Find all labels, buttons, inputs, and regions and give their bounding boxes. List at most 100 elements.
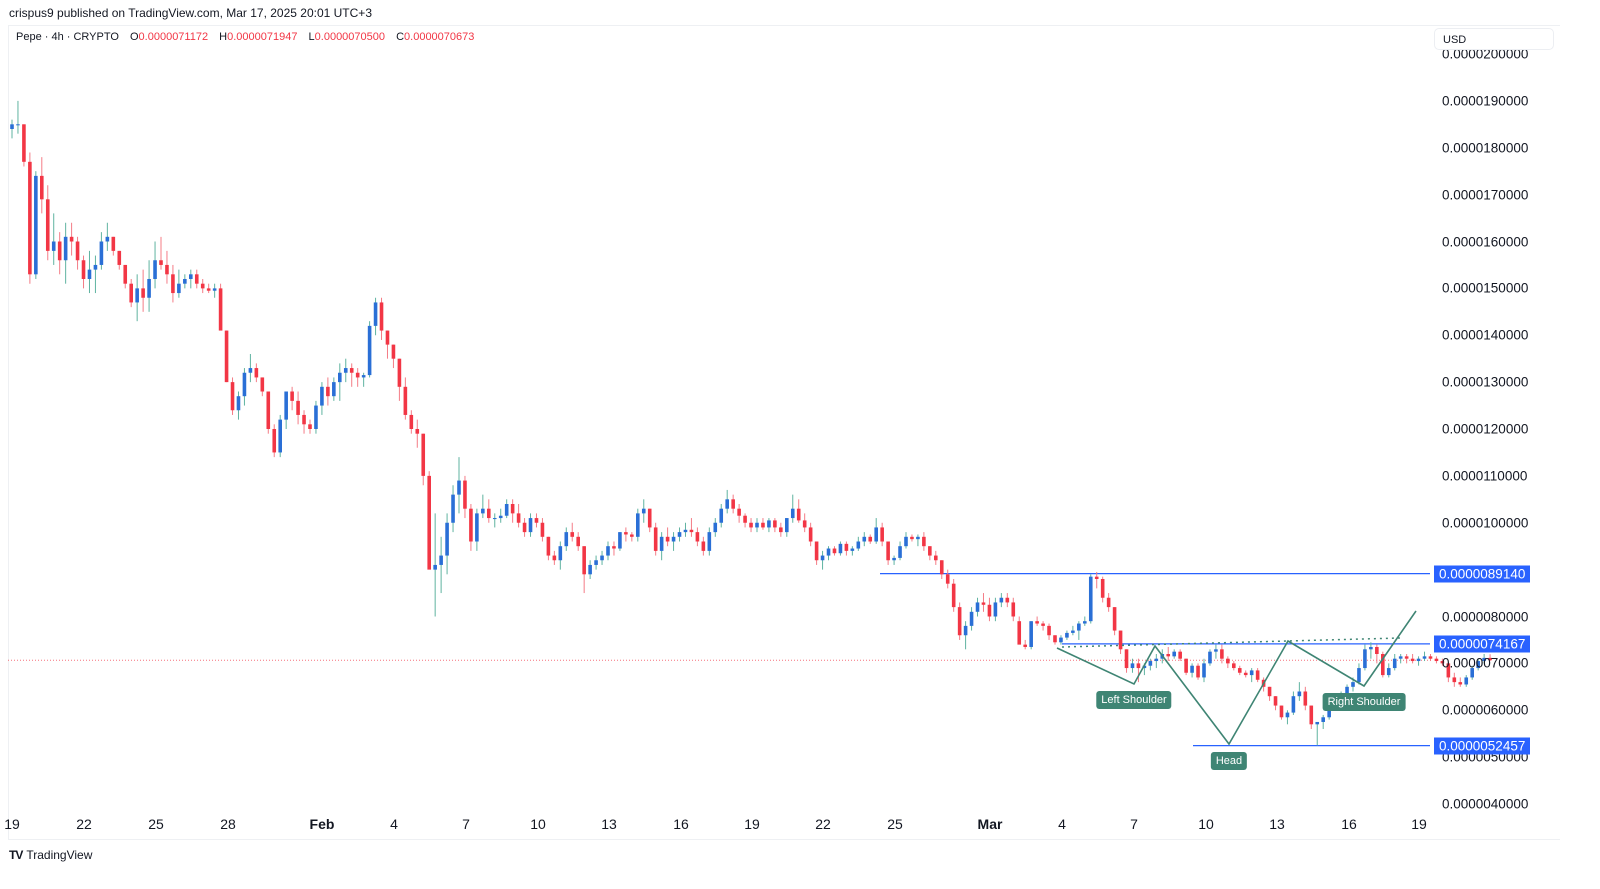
chart-frame[interactable] bbox=[8, 25, 1560, 840]
candle-body bbox=[135, 288, 139, 303]
candle-body bbox=[898, 546, 902, 558]
candle-body bbox=[850, 548, 855, 551]
candle-body bbox=[379, 302, 384, 331]
candle-body bbox=[1357, 668, 1361, 683]
candle-body bbox=[457, 480, 461, 495]
candle-body bbox=[576, 536, 580, 547]
candle-body bbox=[445, 522, 449, 556]
candle-body bbox=[814, 541, 819, 561]
candle-body bbox=[713, 522, 718, 533]
candle-body bbox=[1381, 654, 1385, 676]
candle-body bbox=[171, 274, 175, 294]
candle-body bbox=[1428, 656, 1433, 659]
candle-body bbox=[773, 520, 777, 528]
resistance-price-label: 0.0000089140 bbox=[1434, 565, 1531, 583]
low-value: 0.0000070500 bbox=[314, 31, 386, 43]
candle-body bbox=[81, 260, 86, 279]
price-tick: 0.0000200000 bbox=[1442, 46, 1529, 62]
candle-body bbox=[981, 602, 986, 605]
candle-body bbox=[57, 241, 62, 261]
candle-body bbox=[397, 358, 402, 387]
candle-body bbox=[510, 504, 515, 514]
candle-body bbox=[969, 611, 974, 626]
candle-body bbox=[1005, 597, 1010, 603]
candle-body bbox=[141, 288, 145, 298]
candle-body bbox=[1208, 651, 1212, 664]
candle-body bbox=[1041, 623, 1045, 626]
candle-body bbox=[1476, 661, 1480, 669]
candle-body bbox=[1065, 632, 1069, 638]
time-tick: 19 bbox=[1411, 816, 1427, 832]
candle-body bbox=[504, 504, 509, 516]
time-tick: 28 bbox=[220, 816, 236, 832]
time-tick: 25 bbox=[148, 816, 164, 832]
time-axis[interactable]: 19 22 25 28 Feb 4 7 10 13 16 19 22 25 Mar 4 7 10 13 16 19 bbox=[0, 812, 1430, 836]
candle-body bbox=[886, 541, 890, 561]
candle-body bbox=[951, 583, 956, 608]
candle-body bbox=[767, 520, 771, 528]
candle-body bbox=[391, 344, 396, 359]
candle-body bbox=[332, 382, 336, 397]
candle-body bbox=[481, 508, 485, 514]
candle-body bbox=[34, 175, 38, 275]
candle-body bbox=[1488, 657, 1492, 661]
tradingview-logo-icon: TV bbox=[9, 848, 23, 862]
candle-body bbox=[892, 557, 896, 561]
neckline-price-label: 0.0000074167 bbox=[1434, 635, 1531, 653]
open-key: O bbox=[129, 31, 139, 43]
candle-body bbox=[636, 513, 640, 537]
candle-body bbox=[10, 124, 14, 129]
time-tick: 16 bbox=[673, 816, 689, 832]
candle-body bbox=[1327, 707, 1331, 718]
candle-body bbox=[69, 236, 74, 242]
price-axis[interactable]: 0.0000200000 0.0000190000 0.0000180000 0.00… bbox=[1430, 25, 1560, 840]
price-tick: 0.0000150000 bbox=[1442, 280, 1529, 296]
candle-body bbox=[1130, 663, 1135, 669]
candle-body bbox=[236, 396, 241, 411]
candle-body bbox=[498, 515, 503, 519]
candle-body bbox=[260, 377, 265, 392]
time-tick: 19 bbox=[744, 816, 760, 832]
pattern-label: Left Shoulder bbox=[1096, 691, 1172, 709]
candle-body bbox=[618, 532, 622, 549]
candle-body bbox=[75, 241, 80, 261]
candle-body bbox=[147, 279, 151, 298]
price-tick: 0.0000040000 bbox=[1442, 796, 1529, 812]
symbol-label[interactable]: Pepe · 4h · CRYPTO bbox=[16, 31, 119, 43]
candle-body bbox=[844, 543, 849, 551]
price-tick: 0.0000130000 bbox=[1442, 374, 1529, 390]
candle-body bbox=[1291, 696, 1296, 713]
candle-body bbox=[1464, 677, 1469, 685]
candle-body bbox=[862, 536, 867, 542]
candle-body bbox=[796, 508, 801, 521]
head-and-shoulders-path bbox=[1056, 610, 1417, 746]
candle-body bbox=[910, 536, 914, 540]
candle-body bbox=[278, 419, 282, 453]
candle-body bbox=[1029, 621, 1033, 647]
time-tick: 19 bbox=[4, 816, 20, 832]
candle-body bbox=[1100, 579, 1105, 598]
candle-body bbox=[433, 564, 437, 570]
candle-body bbox=[558, 546, 563, 561]
candle-body bbox=[409, 414, 414, 429]
candle-body bbox=[99, 241, 104, 265]
tradingview-brand[interactable]: TV TradingView bbox=[9, 848, 92, 862]
currency-button[interactable]: USD bbox=[1434, 28, 1554, 50]
candle-body bbox=[40, 175, 44, 200]
candle-body bbox=[1071, 630, 1075, 633]
candle-body bbox=[296, 400, 300, 415]
candle-body bbox=[28, 161, 32, 275]
candle-body bbox=[582, 546, 586, 575]
low-key: L bbox=[308, 31, 315, 43]
candle-body bbox=[1142, 665, 1147, 669]
pattern-label: Head bbox=[1210, 752, 1248, 770]
candle-body bbox=[1363, 649, 1367, 669]
candle-body bbox=[1088, 576, 1093, 622]
candle-body bbox=[600, 555, 604, 561]
candle-body bbox=[820, 555, 825, 561]
candle-body bbox=[665, 536, 670, 542]
candle-body bbox=[1303, 691, 1308, 706]
candle-body bbox=[1321, 717, 1325, 722]
candle-body bbox=[540, 522, 545, 537]
